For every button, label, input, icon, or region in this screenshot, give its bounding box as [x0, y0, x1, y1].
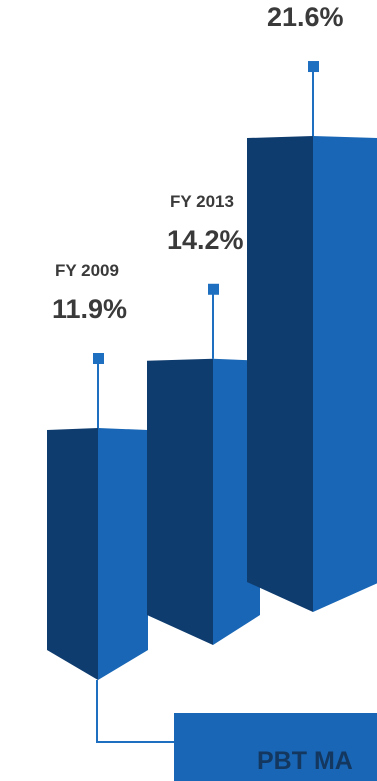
value-label-fy-2009: 11.9% [52, 294, 127, 324]
caption-background [174, 713, 377, 781]
bars-layer [47, 136, 377, 680]
value-label-fy-2013: 14.2% [167, 225, 244, 255]
bar-face-dark [147, 358, 213, 645]
marker-square-fy-2013 [208, 283, 219, 295]
bar-face-dark [47, 428, 98, 680]
bar-fy-2017 [247, 136, 377, 612]
marker-square-fy-2009 [93, 353, 104, 364]
bar-fy-2013 [147, 358, 260, 645]
caption-box: PBT MA [174, 713, 377, 781]
category-label-fy-2009: FY 2009 [55, 261, 119, 280]
leader-lines-layer [93, 61, 319, 428]
bar-face-light [98, 428, 148, 680]
bar-face-dark [247, 136, 313, 612]
caption-connector-line [96, 680, 174, 743]
bar-fy-2009 [47, 428, 148, 680]
value-label-fy-2017: 21.6% [267, 2, 344, 32]
category-label-fy-2013: FY 2013 [170, 192, 234, 211]
bar-face-light [313, 136, 377, 612]
caption-text: PBT MA [257, 747, 353, 775]
marker-square-fy-2017 [308, 61, 319, 73]
